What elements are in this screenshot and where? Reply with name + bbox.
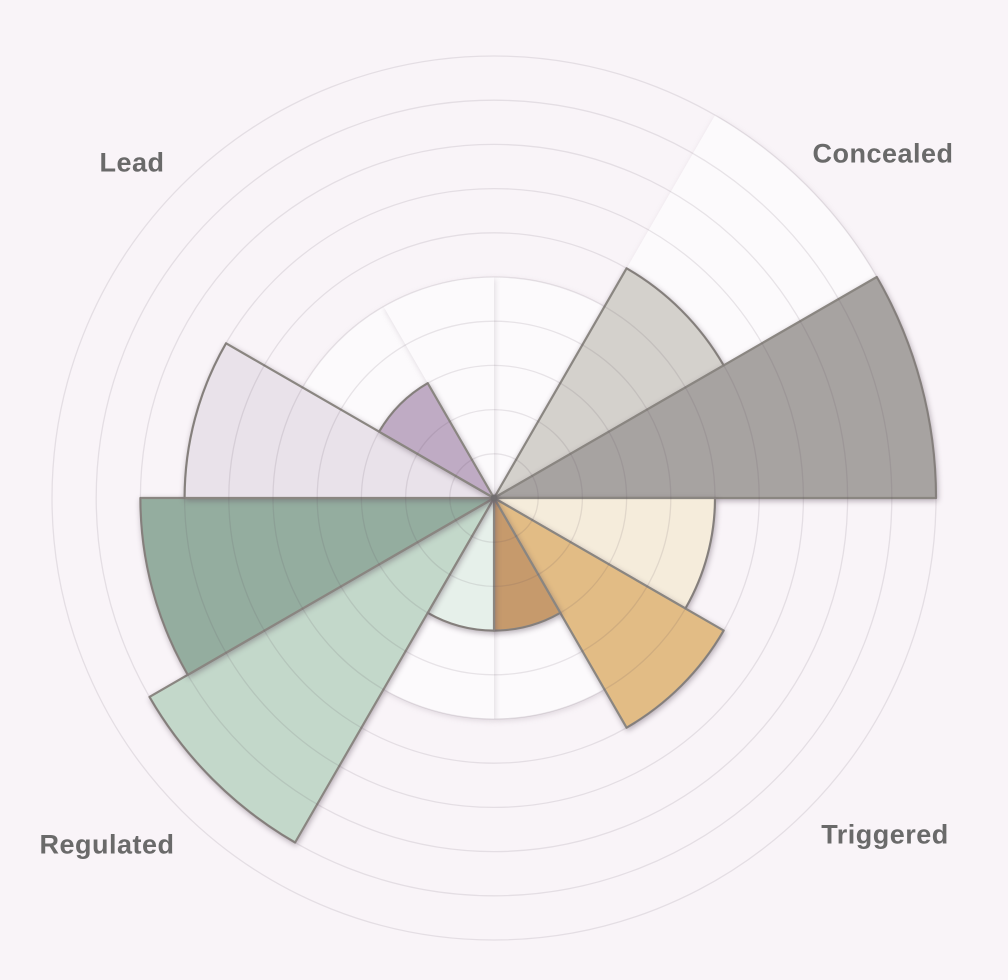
grid-group (51, 55, 937, 941)
sector-wedge-regulated-7 (148, 496, 496, 844)
grid-ring-1 (449, 453, 539, 543)
axis-label-regulated: Regulated (39, 829, 175, 860)
grid-ring-9 (95, 99, 893, 897)
sector-wedge-lead-11 (383, 277, 494, 498)
sector-wedge-concealed-1 (492, 267, 725, 500)
sector-wedge-lead-10 (378, 382, 496, 500)
grid-ring-8 (139, 143, 849, 853)
grid-ring-3 (360, 364, 628, 632)
grid-ring-2 (404, 408, 584, 588)
sector-wedge-triggered-3 (492, 496, 717, 610)
grid-ring-7 (183, 187, 805, 809)
axis-label-triggered: Triggered (821, 819, 949, 850)
sector-wedge-regulated-8 (139, 496, 496, 676)
grid-ring-4 (316, 320, 672, 676)
grid-ring-5 (272, 276, 716, 720)
center-hub (490, 494, 498, 502)
sector-wedge-lead-9 (183, 342, 496, 500)
sector-wedge-concealed-0 (494, 277, 605, 498)
grid-ring-6 (228, 232, 760, 764)
axis-label-lead: Lead (99, 147, 165, 178)
axis-label-concealed: Concealed (812, 138, 954, 169)
grid-ring-10 (51, 55, 937, 941)
sector-group (139, 267, 938, 844)
sector-wedge-concealed-2 (492, 275, 938, 500)
sector-wedge-triggered-4 (492, 496, 725, 729)
